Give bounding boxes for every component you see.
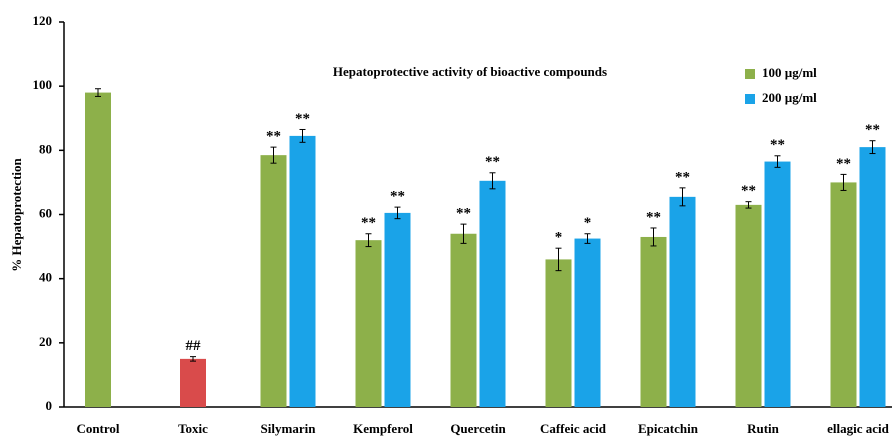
- x-tick-label: Control: [76, 421, 119, 436]
- x-tick-label: Silymarin: [261, 421, 317, 436]
- bar: [355, 240, 382, 407]
- chart-title: Hepatoprotective activity of bioactive c…: [333, 64, 607, 79]
- bar: [289, 135, 316, 408]
- legend-label: 200 µg/ml: [762, 90, 817, 105]
- y-tick-label: 40: [39, 270, 52, 285]
- annotation: **: [675, 169, 690, 185]
- bar: [764, 161, 791, 407]
- bar: [859, 147, 886, 407]
- bar: [735, 204, 762, 407]
- annotation: **: [485, 154, 500, 170]
- annotation: **: [741, 183, 756, 199]
- bar: [574, 238, 601, 407]
- x-tick-label: Rutin: [747, 421, 780, 436]
- y-tick-label: 120: [33, 13, 53, 28]
- annotation: **: [865, 122, 880, 138]
- x-tick-label: Caffeic acid: [540, 421, 607, 436]
- bar: [180, 358, 206, 407]
- x-tick-label: Quercetin: [450, 421, 506, 436]
- legend-swatch: [745, 69, 755, 79]
- annotation: **: [646, 209, 661, 225]
- y-tick-label: 0: [46, 398, 53, 413]
- x-tick-label: Toxic: [178, 421, 208, 436]
- annotation: **: [295, 111, 310, 127]
- legend-swatch: [745, 94, 755, 104]
- annotation: **: [836, 156, 851, 172]
- bar: [545, 259, 572, 407]
- annotation: ##: [186, 338, 202, 354]
- y-tick-label: 100: [33, 77, 53, 92]
- annotation: **: [266, 129, 281, 145]
- y-tick-label: 20: [39, 334, 52, 349]
- annotation: **: [390, 189, 405, 205]
- y-axis-label: % Hepatoprotection: [9, 157, 24, 271]
- annotation: **: [361, 215, 376, 231]
- x-tick-label: Kempferol: [353, 421, 413, 436]
- bar: [85, 92, 111, 407]
- y-tick-label: 80: [39, 141, 52, 156]
- annotation: **: [456, 206, 471, 222]
- x-tick-label: ellagic acid: [827, 421, 890, 436]
- bar: [450, 233, 477, 407]
- bar: [260, 155, 287, 407]
- bar: [384, 212, 411, 407]
- legend-label: 100 µg/ml: [762, 65, 817, 80]
- bar: [669, 196, 696, 407]
- bar: [479, 180, 506, 407]
- bar: [830, 182, 857, 407]
- annotation: **: [770, 137, 785, 153]
- x-tick-label: Epicatchin: [638, 421, 699, 436]
- annotation: *: [555, 230, 563, 246]
- y-tick-label: 60: [39, 205, 52, 220]
- bar: [640, 236, 667, 407]
- annotation: *: [584, 215, 592, 231]
